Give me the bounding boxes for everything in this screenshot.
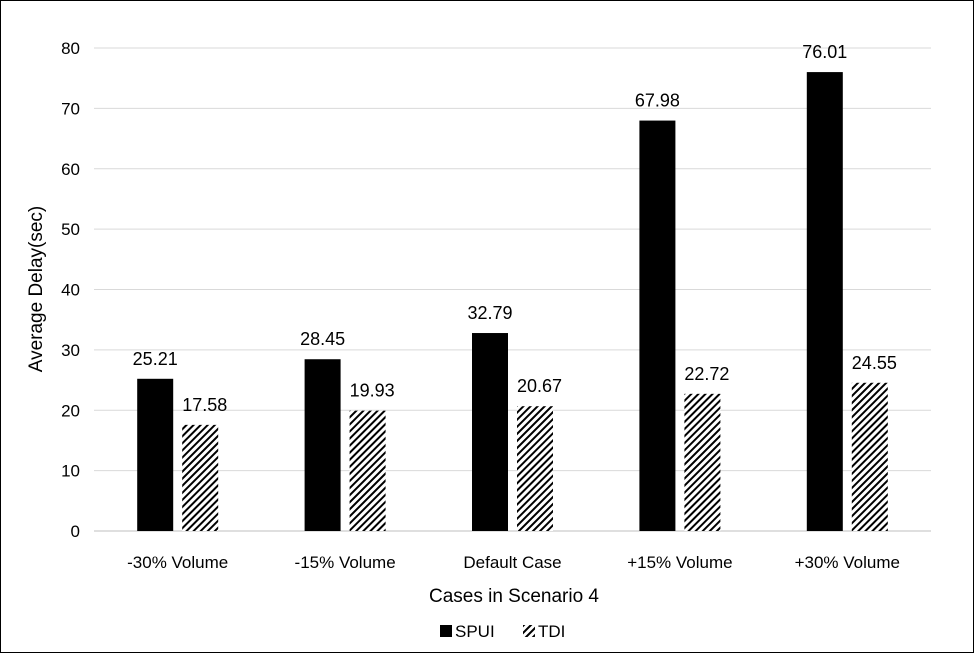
x-tick-label: +30% Volume	[795, 553, 900, 572]
y-tick-label: 50	[61, 220, 80, 239]
bar-tdi	[349, 410, 386, 531]
x-axis-title: Cases in Scenario 4	[429, 586, 599, 607]
y-tick-label: 40	[61, 281, 80, 300]
bar-spui	[806, 72, 843, 531]
data-label-tdi: 19.93	[350, 381, 395, 401]
data-label-tdi: 20.67	[517, 376, 562, 396]
bar-spui	[137, 378, 174, 531]
y-axis-title: Average Delay(sec)	[26, 206, 47, 373]
y-tick-labels: 0 10 20 30 40 50 60 70 80	[61, 39, 80, 541]
x-tick-labels: -30% Volume -15% Volume Default Case +15% V…	[127, 553, 900, 572]
y-tick-label: 30	[61, 341, 80, 360]
gridlines	[94, 47, 931, 532]
data-label-tdi: 22.72	[684, 364, 729, 384]
x-tick-label: Default Case	[463, 553, 561, 572]
bar-spui	[639, 120, 676, 532]
data-labels: 25.21 17.58 28.45 19.93 32.79 20.67 67.98 22.72…	[133, 42, 897, 415]
legend-swatch-spui	[440, 625, 452, 637]
legend-label-spui: SPUI	[455, 622, 495, 641]
data-label-tdi: 24.55	[852, 353, 897, 373]
bar-tdi	[517, 406, 553, 531]
y-tick-label: 80	[61, 39, 80, 58]
data-label-tdi: 17.58	[182, 395, 227, 415]
data-label-spui: 76.01	[802, 42, 847, 62]
legend: SPUI TDI	[440, 622, 565, 641]
y-tick-label: 60	[61, 160, 80, 179]
y-tick-label: 10	[61, 462, 80, 481]
bar-spui	[304, 359, 341, 531]
data-label-spui: 32.79	[467, 303, 512, 323]
x-tick-label: -15% Volume	[295, 553, 396, 572]
data-label-spui: 67.98	[635, 91, 680, 111]
x-tick-label: +15% Volume	[627, 553, 732, 572]
y-tick-label: 70	[61, 99, 80, 118]
y-tick-label: 0	[71, 522, 80, 541]
bar-tdi	[851, 382, 888, 531]
legend-swatch-tdi	[523, 625, 535, 637]
legend-label-tdi: TDI	[538, 622, 565, 641]
bar-tdi	[684, 393, 721, 531]
bar-spui	[472, 333, 508, 531]
bar-tdi	[182, 424, 219, 531]
y-tick-label: 20	[61, 401, 80, 420]
data-label-spui: 28.45	[300, 329, 345, 349]
x-tick-label: -30% Volume	[127, 553, 228, 572]
data-label-spui: 25.21	[133, 349, 178, 369]
bars	[137, 72, 888, 532]
